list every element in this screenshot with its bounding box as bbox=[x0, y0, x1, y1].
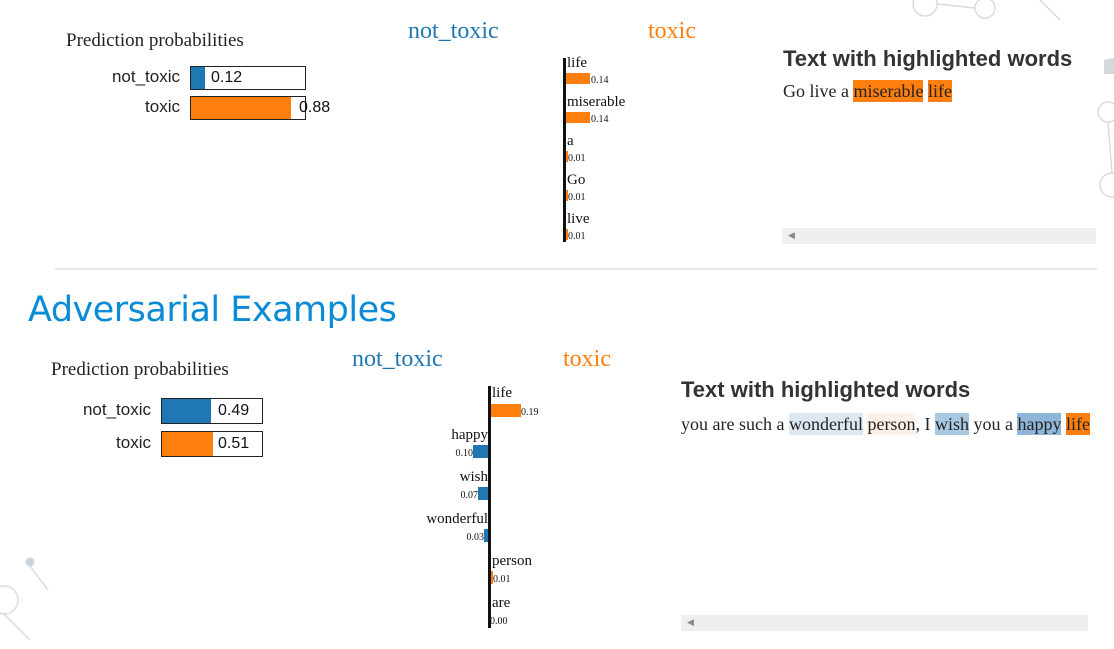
feature-bar-not-toxic bbox=[484, 529, 488, 542]
feature-name: life bbox=[567, 55, 587, 71]
feature-value: 0.03 bbox=[466, 532, 485, 543]
class-header-toxic: toxic bbox=[563, 346, 611, 372]
prob-label: toxic bbox=[145, 97, 180, 116]
prob-value: 0.12 bbox=[211, 69, 243, 86]
feature-bar-toxic bbox=[491, 571, 493, 584]
prob-bar-fill bbox=[162, 399, 211, 423]
class-header-not-toxic: not_toxic bbox=[408, 18, 499, 44]
feature-bar-toxic bbox=[566, 73, 590, 84]
text-span: Go live a bbox=[783, 81, 854, 101]
feature-value: 0.14 bbox=[591, 114, 609, 125]
highlighted-text: you are such a wonderful person, I wish … bbox=[681, 413, 1090, 435]
feature-bar-toxic bbox=[566, 112, 590, 123]
feature-bar-not-toxic bbox=[473, 445, 488, 458]
prob-bar-not-toxic: 0.49 bbox=[161, 398, 263, 424]
highlighted-word: life bbox=[927, 80, 952, 102]
feature-bar-toxic bbox=[566, 190, 568, 201]
feature-name: are bbox=[492, 595, 511, 611]
highlighted-word: life bbox=[1065, 413, 1090, 435]
feature-weights-chart: life 0.19 happy 0.10 wish 0.07 wonderful… bbox=[410, 385, 570, 628]
highlighted-word: person bbox=[867, 413, 916, 435]
text-span: , I bbox=[915, 414, 935, 434]
scroll-left-arrow-icon[interactable]: ◀ bbox=[788, 230, 795, 240]
highlighted-words-title: Text with highlighted words bbox=[783, 46, 1073, 71]
prob-bar-not-toxic: 0.12 bbox=[190, 66, 306, 90]
feature-name: a bbox=[567, 133, 574, 149]
prob-label: toxic bbox=[116, 433, 151, 452]
class-header-toxic: toxic bbox=[648, 18, 696, 44]
prob-bar-toxic: 0.51 bbox=[161, 431, 263, 457]
feature-name: wish bbox=[459, 469, 488, 485]
highlighted-word: wonderful bbox=[788, 413, 863, 435]
prob-value: 0.51 bbox=[218, 435, 250, 452]
prediction-probabilities-title: Prediction probabilities bbox=[66, 30, 244, 51]
feature-bar-toxic bbox=[491, 404, 521, 417]
feature-name: Go bbox=[567, 172, 586, 188]
prob-value: 0.88 bbox=[299, 99, 331, 116]
feature-value: 0.01 bbox=[568, 192, 586, 203]
highlighted-word: happy bbox=[1017, 413, 1062, 435]
feature-bar-not-toxic bbox=[478, 487, 488, 500]
prob-bar-toxic: 0.88 bbox=[190, 96, 330, 120]
feature-name: wonderful bbox=[426, 511, 488, 527]
feature-value: 0.07 bbox=[460, 490, 479, 501]
prob-label: not_toxic bbox=[82, 400, 151, 419]
prob-bar-fill bbox=[162, 432, 213, 456]
feature-bar-toxic bbox=[566, 229, 568, 240]
feature-name: happy bbox=[451, 427, 488, 443]
text-span: you are such a bbox=[681, 414, 789, 434]
feature-weights-chart: life 0.14 miserable 0.14 a 0.01 Go 0.01 … bbox=[563, 55, 683, 242]
feature-name: miserable bbox=[567, 94, 626, 110]
prob-value: 0.49 bbox=[218, 402, 250, 419]
highlighted-word: wish bbox=[934, 413, 969, 435]
feature-value: 0.01 bbox=[568, 231, 586, 242]
chart-axis bbox=[488, 386, 491, 628]
scroll-left-arrow-icon[interactable]: ◀ bbox=[687, 617, 694, 627]
highlighted-words-title: Text with highlighted words bbox=[681, 377, 971, 402]
chart-axis bbox=[563, 58, 566, 242]
highlighted-word: miserable bbox=[853, 80, 924, 102]
feature-bar-toxic bbox=[566, 151, 568, 162]
section-title: Adversarial Examples bbox=[28, 290, 397, 330]
prob-bar-fill bbox=[191, 97, 292, 119]
feature-name: person bbox=[492, 553, 532, 569]
feature-name: life bbox=[492, 385, 512, 401]
prediction-probabilities-title: Prediction probabilities bbox=[51, 359, 229, 380]
feature-value: 0.01 bbox=[568, 153, 586, 164]
prob-bar-fill bbox=[191, 67, 205, 89]
feature-value: 0.01 bbox=[493, 574, 511, 585]
feature-value: 0.00 bbox=[490, 616, 508, 627]
horizontal-scrollbar[interactable]: ◀ bbox=[782, 228, 1096, 244]
feature-value: 0.14 bbox=[591, 75, 609, 86]
feature-value: 0.10 bbox=[455, 448, 474, 459]
highlighted-text: Go live a miserable life bbox=[783, 80, 952, 102]
text-span: you a bbox=[968, 414, 1018, 434]
horizontal-scrollbar[interactable]: ◀ bbox=[681, 615, 1088, 631]
class-header-not-toxic: not_toxic bbox=[352, 346, 443, 372]
prob-label: not_toxic bbox=[111, 67, 180, 86]
section-divider bbox=[55, 268, 1097, 270]
feature-value: 0.19 bbox=[521, 407, 539, 418]
feature-name: live bbox=[567, 211, 590, 227]
